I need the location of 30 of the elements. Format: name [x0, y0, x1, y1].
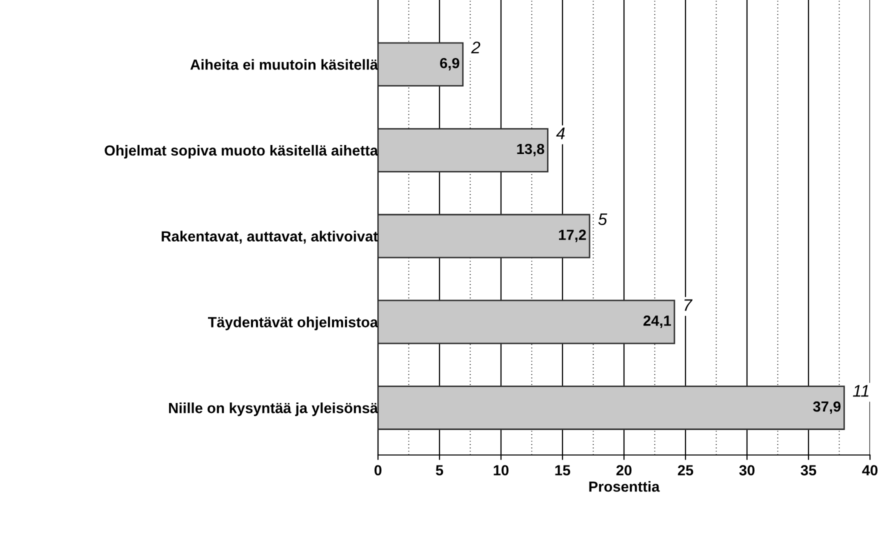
- x-tick-label: 20: [616, 465, 632, 476]
- x-axis-title: Prosenttia: [589, 481, 660, 492]
- annotation: 2: [471, 42, 480, 54]
- y-tick-label: Täydentävät ohjelmistoa: [208, 316, 378, 330]
- y-tick-label: Aiheita ei muutoin käsitellä: [190, 59, 378, 70]
- annotation: 4: [556, 128, 565, 140]
- y-tick-label: Rakentavat, auttavat, aktivoivat: [162, 230, 378, 244]
- x-tick-label: 5: [436, 465, 444, 476]
- annotation: 5: [598, 213, 608, 226]
- bar: [378, 300, 676, 344]
- x-tick-label: 25: [678, 465, 694, 476]
- data-label: 24,1: [643, 316, 671, 328]
- data-label: 17,2: [559, 230, 586, 242]
- bar: [378, 42, 464, 87]
- data-label: 6,9: [440, 58, 460, 70]
- x-tick-label: 30: [739, 465, 755, 476]
- bar: [378, 128, 548, 172]
- x-tick-label: 15: [555, 465, 570, 476]
- data-label: 13,8: [517, 144, 544, 156]
- x-tick-label: 40: [862, 465, 878, 476]
- y-tick-label: Niille on kysyntää ja yleisönsä: [169, 402, 378, 416]
- x-tick-label: 0: [374, 465, 382, 476]
- x-tick-label: 10: [494, 465, 509, 476]
- x-tick-label: 35: [800, 465, 816, 476]
- annotation: 7: [684, 299, 693, 311]
- data-label: 37,9: [813, 401, 841, 414]
- bar: [378, 214, 590, 258]
- y-tick-label: Ohjelmat sopiva muoto käsitellä aihetta: [104, 144, 378, 159]
- annotation: 11: [852, 385, 868, 397]
- bar: [378, 386, 845, 430]
